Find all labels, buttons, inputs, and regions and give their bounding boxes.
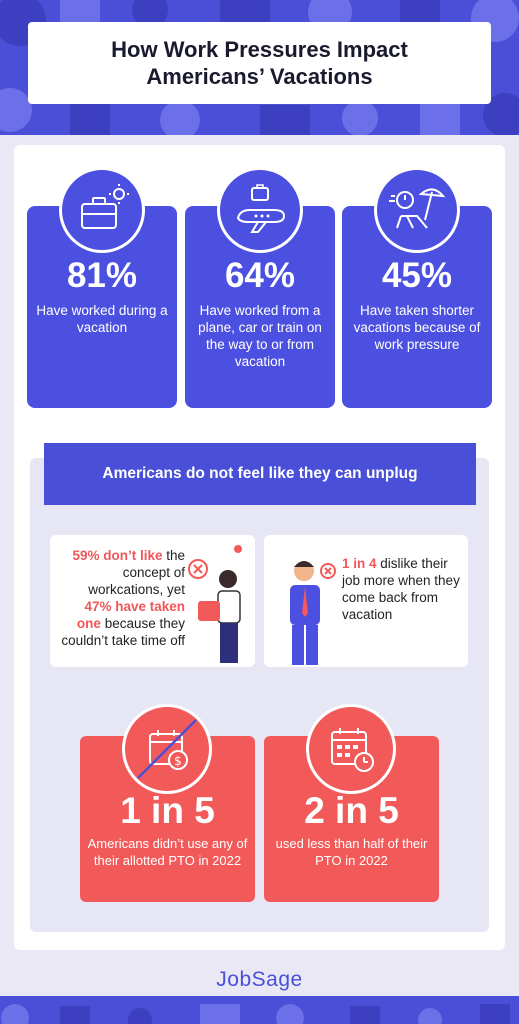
- decorative-shapes: [1, 1004, 510, 1024]
- dislike-job-quote-text: 1 in 4 dislike their job more when they …: [342, 555, 462, 623]
- quote-text: because they couldn’t take time off: [61, 616, 185, 648]
- svg-text:$: $: [174, 754, 182, 768]
- quote-highlight: 59% don’t like: [72, 548, 163, 563]
- section-heading-text: Americans do not feel like they can unpl…: [102, 465, 418, 482]
- workcation-quote-card: 59% don’t like the concept of workcation…: [50, 535, 255, 667]
- woman-with-suitcase-illustration: [188, 545, 242, 663]
- pto-value: 2 in 5: [304, 790, 399, 831]
- man-stressed-illustration: [290, 561, 336, 665]
- quote-text: the concept of workcations, yet: [88, 548, 185, 597]
- quote-highlight: 1 in 4: [342, 556, 377, 571]
- workcation-quote-text: 59% don’t like the concept of workcation…: [60, 547, 185, 649]
- plane-briefcase-icon: [217, 167, 303, 253]
- calendar-clock-icon: [306, 704, 396, 794]
- title-line-2: Americans’ Vacations: [146, 64, 373, 89]
- pto-description: used less than half of their PTO in 2022: [275, 836, 428, 868]
- stat-value: 81%: [66, 256, 138, 295]
- briefcase-sun-icon: [59, 167, 145, 253]
- footer-decoration: [0, 996, 519, 1024]
- stat-description: Have worked during a vacation: [36, 303, 168, 335]
- dislike-job-quote-card: 1 in 4 dislike their job more when they …: [264, 535, 468, 667]
- section-heading: Americans do not feel like they can unpl…: [44, 443, 476, 505]
- stat-value: 45%: [381, 256, 453, 295]
- calendar-dollar-crossed-icon: $: [122, 704, 212, 794]
- title-line-1: How Work Pressures Impact: [111, 37, 408, 62]
- quote-text: dislike their job more when they come ba…: [342, 556, 460, 622]
- jobsage-logo: JobSage: [216, 968, 303, 991]
- stat-value: 64%: [224, 256, 296, 295]
- pto-value: 1 in 5: [120, 790, 215, 831]
- pto-description: Americans didn’t use any of their allott…: [87, 836, 248, 868]
- quote-highlight: 47% have taken one: [76, 599, 185, 631]
- page-title: How Work Pressures Impact Americans’ Vac…: [28, 22, 491, 104]
- stopwatch-beach-chair-icon: [374, 167, 460, 253]
- stat-description: Have taken shorter vacations because of …: [353, 303, 481, 352]
- stat-card-worked-during-vacation: 81% Have worked during a vacation: [27, 206, 177, 408]
- pto-card-half-used: 2 in 5 used less than half of their PTO …: [264, 736, 439, 902]
- stat-description: Have worked from a plane, car or train o…: [198, 303, 322, 369]
